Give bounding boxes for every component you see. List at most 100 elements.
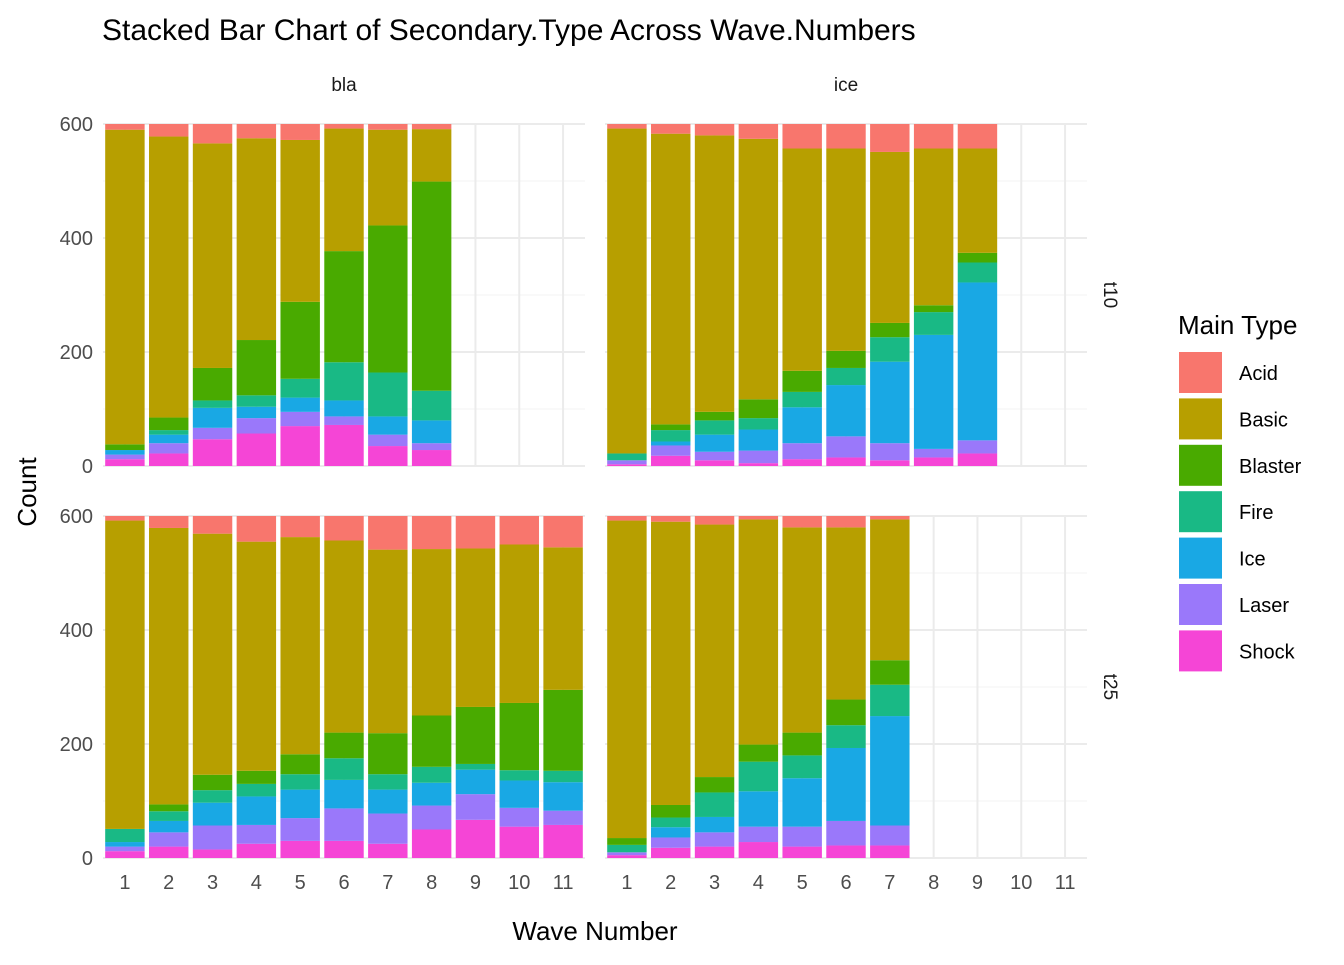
bar-segment-laser-wave-7-bla-t25 [368,813,408,844]
bar-segment-blaster-wave-1-bla-t10 [105,444,145,451]
bar-segment-shock-wave-5-bla-t25 [280,840,320,858]
bar-segment-ice-wave-9-bla-t25 [455,769,496,795]
bar-segment-fire-wave-3-ice-t25 [694,792,735,817]
bar-segment-fire-wave-9-bla-t25 [455,763,496,770]
bar-segment-basic-wave-6-ice-t25 [826,527,866,700]
bar-segment-shock-wave-7-ice-t25 [870,845,910,858]
bar-segment-laser-wave-2-ice-t25 [651,837,691,848]
bar-segment-ice-wave-6-bla-t25 [324,779,364,809]
bar-segment-laser-wave-2-bla-t25 [149,832,189,847]
bar-segment-laser-wave-7-ice-t10 [870,443,910,461]
bar-segment-ice-wave-6-ice-t25 [826,747,866,821]
bar-segment-fire-wave-6-bla-t10 [324,362,364,401]
bar-segment-acid-wave-5-bla-t10 [280,124,320,140]
bar-segment-shock-wave-3-ice-t25 [694,846,735,858]
bar-segment-acid-wave-2-bla-t25 [149,516,189,528]
bar-segment-fire-wave-11-bla-t25 [543,770,583,783]
bar-segment-ice-wave-1-bla-t10 [105,450,145,455]
bar-segment-acid-wave-2-ice-t25 [651,516,691,522]
bar-segment-blaster-wave-3-ice-t10 [694,411,735,421]
bar-segment-blaster-wave-3-bla-t10 [192,367,233,401]
bar-segment-shock-wave-6-ice-t10 [826,457,866,466]
bar-segment-fire-wave-5-bla-t10 [280,378,320,398]
bar-segment-ice-wave-4-bla-t10 [236,406,277,419]
bar-segment-fire-wave-9-ice-t10 [957,262,998,283]
bar-segment-laser-wave-1-ice-t25 [607,852,647,856]
bar-segment-laser-wave-8-ice-t10 [913,448,954,458]
x-tick-label: 8 [928,872,939,894]
bar-segment-ice-wave-10-bla-t25 [499,780,539,808]
bar-segment-basic-wave-6-bla-t10 [324,128,364,252]
bar-segment-shock-wave-2-bla-t25 [149,846,189,858]
bar-segment-blaster-wave-5-bla-t25 [280,754,320,775]
bar-segment-ice-wave-8-bla-t10 [411,420,452,444]
bar-segment-shock-wave-8-bla-t10 [411,450,452,466]
bar-segment-acid-wave-7-ice-t25 [870,516,910,520]
bar-segment-fire-wave-3-bla-t10 [192,400,233,408]
bar-segment-basic-wave-1-ice-t25 [607,520,647,839]
bar-segment-acid-wave-8-ice-t10 [913,124,954,149]
bar-segment-blaster-wave-9-ice-t10 [957,252,998,263]
bar-segment-basic-wave-3-ice-t10 [694,135,735,412]
x-tick-label: 11 [1055,872,1076,894]
legend-label-ice: Ice [1239,549,1266,571]
bar-segment-basic-wave-5-bla-t10 [280,139,320,302]
x-tick-label: 7 [382,872,393,894]
bar-segment-ice-wave-2-ice-t25 [651,827,691,838]
bar-segment-laser-wave-8-bla-t25 [411,805,452,830]
x-tick-label: 8 [426,872,437,894]
bar-segment-acid-wave-8-bla-t25 [411,516,452,550]
y-tick-label: 600 [60,506,93,528]
bar-segment-acid-wave-1-bla-t10 [105,124,145,130]
bar-segment-fire-wave-2-ice-t25 [651,817,691,828]
bar-segment-acid-wave-3-ice-t25 [694,516,735,525]
bar-segment-blaster-wave-7-bla-t25 [368,733,408,775]
y-tick-label: 600 [60,114,93,136]
bar-segment-shock-wave-7-bla-t25 [368,843,408,858]
bar-segment-ice-wave-2-bla-t25 [149,820,189,833]
bar-segment-basic-wave-1-ice-t10 [607,128,647,454]
bar-segment-shock-wave-6-bla-t10 [324,424,364,466]
legend-label-blaster: Blaster [1239,456,1302,478]
bar-segment-shock-wave-1-ice-t25 [607,855,647,858]
bar-segment-acid-wave-7-bla-t25 [368,516,408,550]
bar-segment-acid-wave-5-ice-t25 [782,516,822,528]
bar-segment-basic-wave-6-bla-t25 [324,540,364,733]
x-tick-label: 11 [553,872,574,894]
x-tick-label: 6 [840,872,851,894]
bar-segment-blaster-wave-6-bla-t10 [324,251,364,363]
x-tick-label: 4 [251,872,262,894]
bar-segment-fire-wave-5-ice-t10 [782,391,822,408]
bar-segment-acid-wave-4-bla-t10 [236,124,277,139]
bar-segment-fire-wave-6-ice-t25 [826,725,866,748]
legend-swatch-fire [1179,491,1222,533]
bar-segment-ice-wave-11-bla-t25 [543,782,583,811]
bar-segment-blaster-wave-6-ice-t25 [826,699,866,726]
bar-segment-acid-wave-3-ice-t10 [694,124,735,136]
y-tick-label: 400 [60,620,93,642]
y-tick-label: 200 [60,734,93,756]
bar-segment-shock-wave-1-bla-t10 [105,459,145,466]
bar-segment-ice-wave-7-ice-t10 [870,361,910,444]
bar-segment-shock-wave-2-ice-t10 [651,455,691,466]
x-tick-label: 10 [1010,872,1032,894]
bar-segment-laser-wave-4-bla-t25 [236,824,277,844]
bar-segment-ice-wave-6-bla-t10 [324,400,364,417]
bar-segment-fire-wave-6-ice-t10 [826,367,866,386]
bar-segment-ice-wave-3-bla-t25 [192,802,233,826]
bar-segment-acid-wave-4-bla-t25 [236,516,277,542]
bar-segment-laser-wave-3-ice-t10 [694,451,735,461]
bar-segment-blaster-wave-2-ice-t10 [651,424,691,431]
bar-segment-shock-wave-2-bla-t10 [149,453,189,466]
bar-segment-fire-wave-10-bla-t25 [499,770,539,781]
bar-segment-shock-wave-9-ice-t10 [957,453,998,466]
bar-segment-blaster-wave-1-ice-t25 [607,838,647,845]
panel-ice-t10 [605,123,1087,467]
bar-segment-shock-wave-5-ice-t25 [782,846,822,858]
bar-segment-acid-wave-9-ice-t10 [957,124,998,149]
bar-segment-ice-wave-7-ice-t25 [870,716,910,826]
bar-segment-basic-wave-4-bla-t10 [236,138,277,341]
bar-segment-ice-wave-3-ice-t10 [694,434,735,452]
x-tick-label: 5 [295,872,306,894]
legend-swatch-acid [1179,352,1222,393]
